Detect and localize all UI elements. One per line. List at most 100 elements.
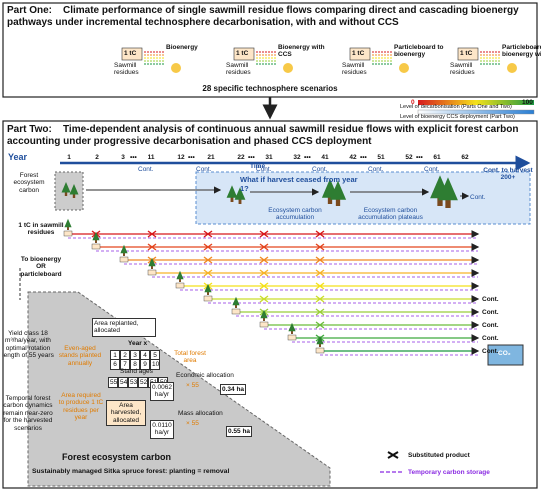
pathway-label: Bioenergy with CCS [278,44,325,59]
carbon-amount: 1 tC [236,50,249,57]
economic-label: Economic allocation [176,372,234,379]
residue-box [287,334,297,341]
age-cell: 52 [138,377,148,389]
decarbonisation-scale [418,100,534,105]
year-ellipsis: ••• [416,154,423,161]
residue-box [175,282,185,289]
tree-crown [288,322,296,332]
key-storage: Temporary carbon storage [408,469,490,476]
substitution-mark [315,295,325,303]
forest-panel [27,291,331,487]
side-label: To bioenergy OR particleboard [20,256,62,278]
co2-storage-icon [487,344,524,366]
flow-cont: Cont. [482,309,499,316]
carbon-box [349,47,371,61]
mass-rate: 0.0110 ha/yr [150,420,174,439]
substitution-mark [259,230,269,238]
part-two-title: Time-dependent analysis of continuous an… [7,124,519,147]
tree-trunk [238,199,242,204]
residue-box [63,230,73,237]
residue-box [119,256,129,263]
year: 22 [237,154,245,161]
table-cell: 10 [150,359,160,371]
substitution-mark [259,256,269,264]
part-one-frame [2,2,538,98]
tree-crown [176,270,184,280]
substitution-mark [203,230,213,238]
substitution-mark [315,256,325,264]
year-ellipsis: ••• [304,154,311,161]
tree-trunk [123,252,125,256]
tree-crown [438,177,458,201]
tree-trunk [67,226,69,230]
age-cell: 53 [128,377,138,389]
carbon-box [457,47,479,61]
year: 31 [265,154,273,161]
substitution-mark [315,282,325,290]
tree-trunk [445,199,451,208]
year: 51 [377,154,385,161]
tree-trunk [291,330,293,334]
table-cell: 7 [120,359,130,371]
pathway-label: Bioenergy [166,44,198,51]
tree-crown [148,257,156,267]
tree-trunk [230,197,234,202]
multiplier: × 55 [186,420,199,427]
tree-trunk [319,343,321,347]
side-label: 1 tC in sawmill residues [18,222,64,237]
panel-title: Forest ecosystem carbon [62,452,172,462]
tree-trunk [235,304,237,308]
side-label: Yield class 18 m³/ha/year, with optimal … [2,330,54,360]
year: 3 [121,154,125,161]
source-label: Sawmill residues [342,62,367,77]
year-cont: Cont. [138,166,154,173]
substitution-mark [315,308,325,316]
year-ellipsis: ••• [130,154,137,161]
year: 41 [321,154,329,161]
plateau-label: Ecosystem carbon accumulation plateaus [358,207,423,222]
year: 1 [67,154,71,161]
flow-cont: Cont. [482,348,499,355]
substitution-mark [315,243,325,251]
tree-crown [226,185,238,198]
substitution-mark [259,243,269,251]
year: 11 [147,154,155,161]
legend-max: 100 [522,99,533,106]
tree-trunk [72,194,76,198]
year-x: Year x [128,340,148,347]
tree-trunk [263,317,265,321]
substitution-icon [387,451,399,459]
tree-trunk [335,198,341,206]
legend-min: 0 [411,99,415,106]
year: 42 [349,154,357,161]
economic-rate: 0.0062 ha/yr [150,382,174,401]
year-cont: Cont. [368,166,384,173]
no-harvest-box [195,171,531,225]
tree-crown [329,180,347,200]
year: 32 [293,154,301,161]
tree-crown [232,296,240,306]
tree-crown [316,335,324,345]
tree-crown [204,283,212,293]
tree-crown [92,231,100,241]
legend-decarbonisation: Level of decarbonisation (Parts One and … [400,104,512,110]
carbon-box [233,47,255,61]
substitution-mark [259,269,269,277]
carbon-amount: 1 tC [460,50,473,57]
tree-trunk [151,265,153,269]
part-two-label: Part Two: [7,124,52,135]
multiplier: × 55 [186,382,199,389]
mass-area: 0.55 ha [226,426,253,438]
substitution-mark [147,230,157,238]
economic-area: 0.34 ha [220,384,247,396]
tree-trunk [64,192,68,196]
tree-trunk [95,239,97,243]
pathway-label: Particleboard to bioenergy [394,44,444,59]
tree-trunk [437,197,443,206]
carbon-box [121,47,143,61]
key-substituted: Substituted product [408,452,470,459]
pathway-icon [399,63,409,73]
year-label: Year [8,152,28,162]
